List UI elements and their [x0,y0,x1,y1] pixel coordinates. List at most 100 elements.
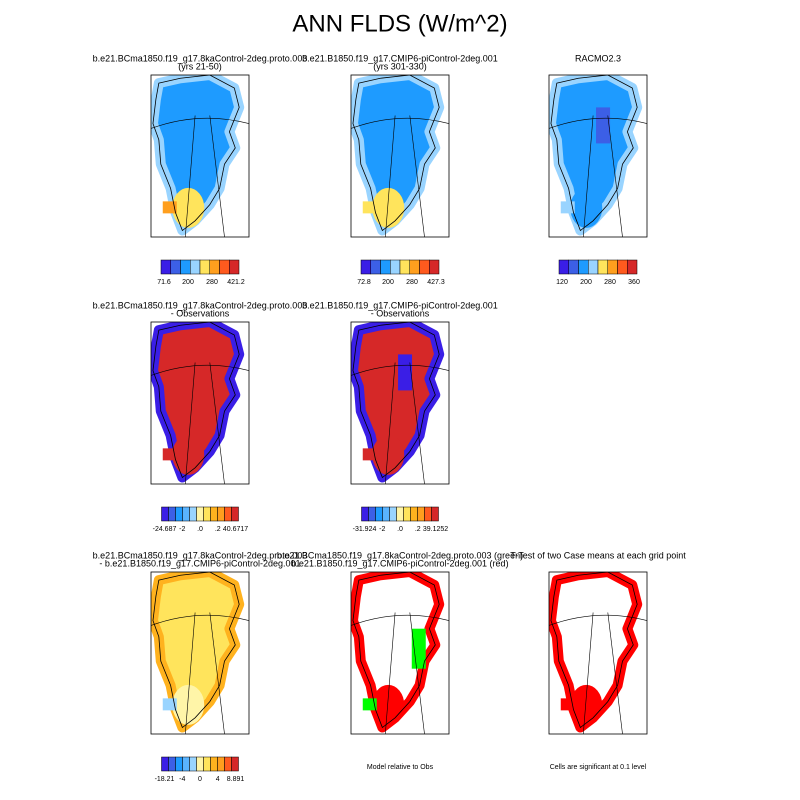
colorbar-cell [180,259,191,275]
meridian [209,362,225,484]
colorbar-label: 8.891 [227,776,245,783]
panel-title: (yrs 301-330) [373,61,427,71]
colorbar-cell [203,756,211,772]
map-frame [548,74,648,238]
parallel [549,117,647,129]
colorbar-label: .0 [197,526,203,533]
meridian [185,115,196,237]
meridian [607,612,623,734]
panel-caption: Model relative to Obs [367,764,434,771]
panel-title: RACMO2.3 [575,53,621,63]
colorbar-cell [368,506,376,522]
colorbar-cell [199,259,210,275]
colorbar-label: 200 [580,279,592,286]
parallel [151,614,249,626]
colorbar-cell [417,506,425,522]
colorbar-cell [360,259,371,275]
colorbar-cell [370,259,381,275]
map-content [549,572,647,734]
south-region [172,684,205,725]
meridian [209,612,225,734]
colorbar-cell [429,259,440,275]
panel-title: b.e21.B1850.f19_g17.CMIP6-piControl-2deg… [302,53,498,63]
colorbar-cell [175,506,183,522]
map [150,321,250,485]
south-patch [162,201,177,214]
colorbar-label: .2 [215,526,221,533]
colorbar-cell [217,506,225,522]
meridian [385,362,396,484]
colorbar-label: 72.8 [357,279,371,286]
panel-title: - b.e21.B1850.f19_g17.CMIP6-piControl-2d… [99,558,300,568]
colorbar-cell [588,259,599,275]
meridian [185,612,196,734]
parallel [351,117,449,129]
meridian [409,612,425,734]
colorbar-label: 280 [604,279,616,286]
map [350,571,450,735]
panel-title: b.e21.BCma1850.f19_g17.8kaControl-2deg.p… [93,53,308,63]
meridian [185,362,196,484]
panel-title: - Observations [371,308,430,318]
colorbar-cell [419,259,430,275]
map-content [151,322,249,484]
colorbar-label: -2 [179,526,185,533]
panel-title: T-Test of two Case means at each grid po… [510,550,686,560]
colorbar-cell [161,506,169,522]
south-patch [162,448,177,461]
colorbar-cell [424,506,432,522]
map [350,74,450,238]
core-patch [596,107,611,144]
south-patch [560,201,575,214]
colorbar-cell [161,756,169,772]
map-frame [150,74,250,238]
parallel [151,117,249,129]
inner-patch [411,628,426,669]
colorbar-cell [196,506,204,522]
colorbar-label: 40.6717 [223,526,248,533]
south-region [372,684,405,725]
colorbar-cell [431,506,439,522]
panel-caption: Cells are significant at 0.1 level [550,764,647,771]
map-content [549,75,647,237]
colorbar-cell [168,506,176,522]
south-region [570,187,603,228]
map-content [351,572,449,734]
colorbar-label: 200 [182,279,194,286]
coastline [352,322,440,479]
colorbar-label: 360 [628,279,640,286]
south-region [372,434,405,475]
colorbar-cell [617,259,628,275]
colorbar-label: 421.2 [227,279,245,286]
panel-title: - Observations [171,308,230,318]
coastline [352,75,440,232]
colorbar-cell [182,756,190,772]
map-content [151,572,249,734]
map-frame [350,571,450,735]
parallel [549,614,647,626]
map-frame [150,321,250,485]
colorbar-cell [399,259,410,275]
map [350,321,450,485]
colorbar-cell [568,259,579,275]
south-patch [362,201,377,214]
south-region [172,434,205,475]
colorbar-cell [160,259,171,275]
colorbar-cell [382,506,390,522]
coastline [550,75,638,232]
meridian [209,115,225,237]
colorbar-cell [210,756,218,772]
parallel [351,614,449,626]
map-frame [548,571,648,735]
colorbar-cell [209,259,220,275]
map-frame [150,571,250,735]
map-content [351,75,449,237]
coastline [550,572,638,729]
colorbar-cell [361,506,369,522]
panel-title: b.e21.B1850.f19_g17.CMIP6-piControl-2deg… [302,300,498,310]
map [150,74,250,238]
colorbar-cell [390,259,401,275]
colorbar-cell [558,259,569,275]
colorbar-cell [410,506,418,522]
